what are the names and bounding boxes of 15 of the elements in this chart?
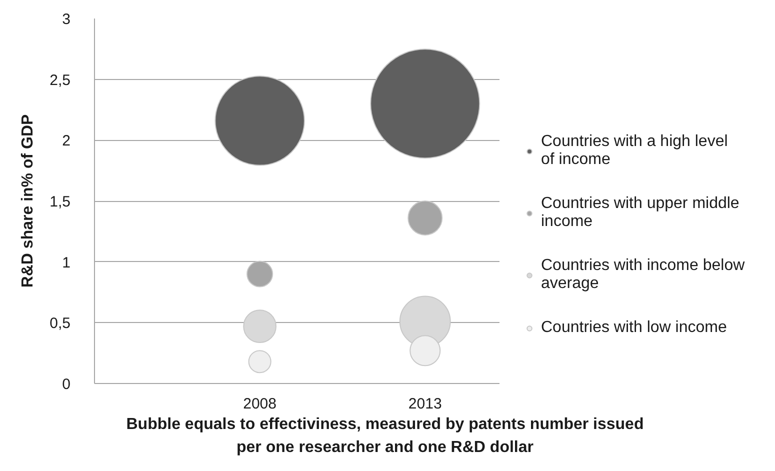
y-tick-label: 0: [62, 376, 70, 393]
y-tick-label: 2,5: [50, 72, 71, 89]
x-tick-label: 2008: [243, 396, 276, 412]
x-tick-label: 2013: [408, 396, 442, 412]
legend-label: Countries with upper middle income: [541, 195, 740, 231]
y-tick-label: 1,5: [50, 194, 71, 210]
y-tick-label: 0,5: [50, 315, 71, 332]
x-axis-title: Bubble equals to effectiviness, measured by patents number issued per one researcher and one R&D dollar: [126, 415, 644, 458]
y-tick-label: 1: [62, 254, 70, 272]
legend-label: Countries with income below average: [541, 257, 745, 293]
y-tick-label: 2: [62, 132, 70, 150]
y-axis-title: R&D share in% of GDP: [20, 114, 37, 288]
legend-label: Countries with low income: [541, 319, 727, 337]
y-tick-label: 3: [62, 11, 70, 28]
legend-label: Countries with a high level of income: [541, 133, 728, 169]
